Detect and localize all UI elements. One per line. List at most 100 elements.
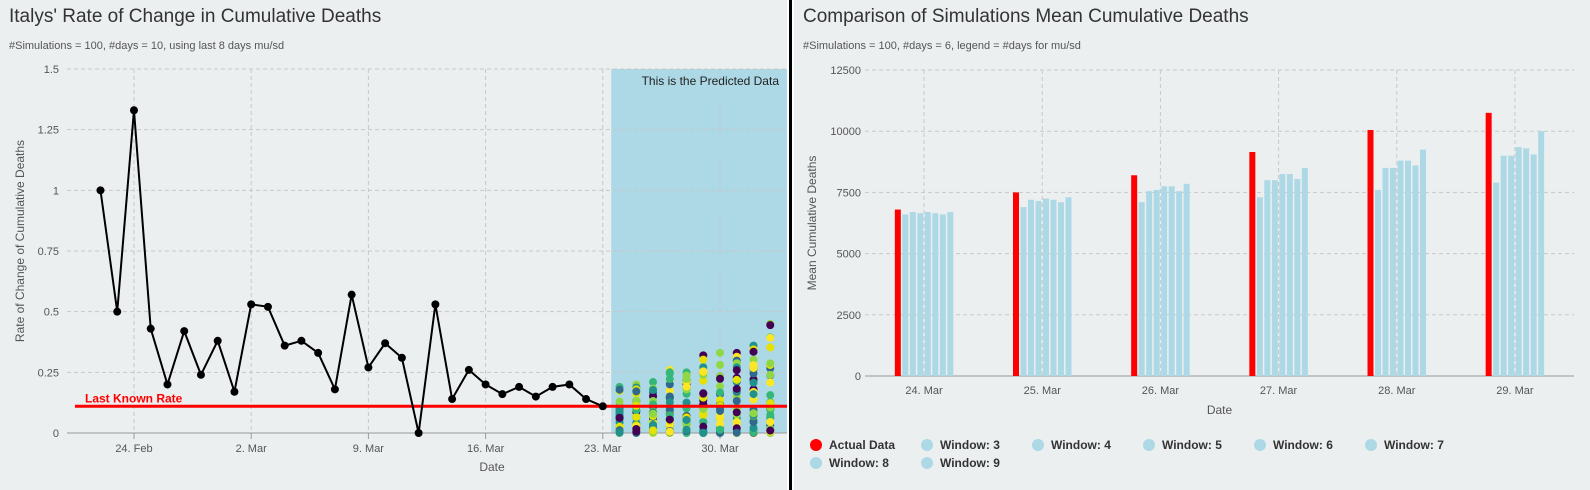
legend-marker xyxy=(1365,439,1377,451)
rate-series-point xyxy=(548,382,557,391)
bar-window-5 xyxy=(1271,180,1278,376)
bar-window-3 xyxy=(1138,202,1145,376)
simulation-point xyxy=(766,359,775,368)
right-chart-panel: Comparison of Simulations Mean Cumulativ… xyxy=(794,0,1590,490)
rate-series-point xyxy=(498,390,507,399)
legend-marker xyxy=(1032,439,1044,451)
y-axis-title: Mean Cumulative Deaths xyxy=(805,156,819,291)
y-tick-label: 2500 xyxy=(837,310,861,322)
rate-series-point xyxy=(230,387,239,396)
bar-window-7 xyxy=(1286,174,1293,376)
bar-window-7 xyxy=(932,213,939,376)
y-tick-label: 1.25 xyxy=(38,125,59,137)
simulation-point xyxy=(615,406,624,415)
simulation-point xyxy=(716,382,725,391)
legend-label: Window: 5 xyxy=(1162,438,1222,452)
x-tick-label: 24. Feb xyxy=(115,443,152,455)
rate-series-point xyxy=(180,327,189,336)
left-chart-subtitle: #Simulations = 100, #days = 10, using la… xyxy=(9,40,285,52)
simulation-point xyxy=(665,375,674,384)
rate-chart-svg: 0 0.25 0.5 0.75 1 1.25 1.5 24. Feb 2. Mar 9. Mar 1… xyxy=(13,64,787,474)
y-tick-label: 0 xyxy=(53,428,59,440)
simulation-point xyxy=(766,370,775,379)
simulation-point xyxy=(665,392,674,401)
rate-series-point xyxy=(565,380,574,389)
bar-window-6 xyxy=(1043,198,1049,376)
simulation-point xyxy=(615,397,624,406)
simulation-point xyxy=(649,385,658,394)
simulation-point xyxy=(699,422,708,431)
simulation-point xyxy=(665,398,674,407)
simulation-point xyxy=(649,426,658,435)
bar-window-9 xyxy=(1420,149,1426,376)
simulation-point xyxy=(716,388,725,397)
rate-series-point xyxy=(481,380,490,389)
y-tick-label: 5000 xyxy=(837,249,861,261)
x-tick-label: 9. Mar xyxy=(353,443,385,455)
simulation-point xyxy=(749,390,758,399)
legend-marker xyxy=(921,439,933,451)
simulation-point xyxy=(682,425,691,434)
simulation-point xyxy=(749,423,758,432)
rate-series-point xyxy=(146,324,155,333)
left-chart-panel: Italys' Rate of Change in Cumulative Dea… xyxy=(0,0,787,490)
simulation-point xyxy=(749,417,758,426)
rate-series-point xyxy=(598,402,607,411)
simulation-point xyxy=(682,415,691,424)
legend-label: Window: 7 xyxy=(1384,438,1444,452)
bar-window-9 xyxy=(1538,131,1545,376)
simulation-point xyxy=(766,333,775,342)
simulation-point xyxy=(732,396,741,405)
y-tick-label: 1 xyxy=(53,185,59,197)
bar-window-4 xyxy=(1382,167,1389,376)
rate-series-point xyxy=(330,385,339,394)
left-chart-title: Italys' Rate of Change in Cumulative Dea… xyxy=(9,6,382,27)
legend-label: Actual Data xyxy=(829,438,895,452)
y-tick-label: 0 xyxy=(855,371,861,383)
bar-window-8 xyxy=(1058,202,1064,376)
rate-series-point xyxy=(464,365,473,374)
simulation-point xyxy=(732,375,741,384)
rate-series-point xyxy=(381,339,390,348)
bar-window-5 xyxy=(1153,189,1160,376)
simulation-point xyxy=(682,371,691,380)
bar-window-6 xyxy=(1397,160,1404,376)
simulation-point xyxy=(749,361,758,370)
rate-series-point xyxy=(96,186,105,195)
rate-series-point xyxy=(582,395,591,404)
rate-series-point xyxy=(196,370,205,379)
legend-marker xyxy=(810,439,822,451)
legend-marker xyxy=(810,457,822,469)
rate-series-point xyxy=(113,307,122,316)
x-tick-label: 26. Mar xyxy=(1142,385,1180,397)
rate-series-point xyxy=(314,348,323,357)
bar-window-9 xyxy=(1183,183,1190,376)
simulation-point xyxy=(615,413,624,422)
bar-actual-data xyxy=(1249,152,1256,376)
panel-divider xyxy=(787,0,794,490)
simulation-point xyxy=(699,355,708,364)
simulation-point xyxy=(665,386,674,395)
legend-label: Window: 8 xyxy=(829,456,889,470)
simulation-point xyxy=(766,391,775,400)
x-tick-label: 2. Mar xyxy=(236,443,268,455)
bar-window-9 xyxy=(1301,167,1308,376)
simulation-point xyxy=(766,378,775,387)
bar-window-5 xyxy=(1390,167,1396,376)
bar-window-5 xyxy=(917,213,924,376)
simulation-point xyxy=(665,415,674,424)
bar-actual-data xyxy=(1131,175,1138,376)
bar-window-6 xyxy=(1161,186,1168,376)
rate-series-point xyxy=(297,336,306,345)
y-tick-label: 1.5 xyxy=(44,64,59,76)
bar-window-8 xyxy=(1294,178,1301,376)
bar-window-7 xyxy=(1050,199,1057,376)
x-axis-title: Date xyxy=(1207,403,1233,417)
bar-window-3 xyxy=(1375,189,1381,376)
simulation-point xyxy=(749,369,758,378)
simulation-point xyxy=(699,367,708,376)
bar-window-3 xyxy=(902,214,909,376)
bar-window-9 xyxy=(947,211,954,376)
bar-window-9 xyxy=(1065,197,1072,376)
last-known-rate-label: Last Known Rate xyxy=(85,391,183,405)
